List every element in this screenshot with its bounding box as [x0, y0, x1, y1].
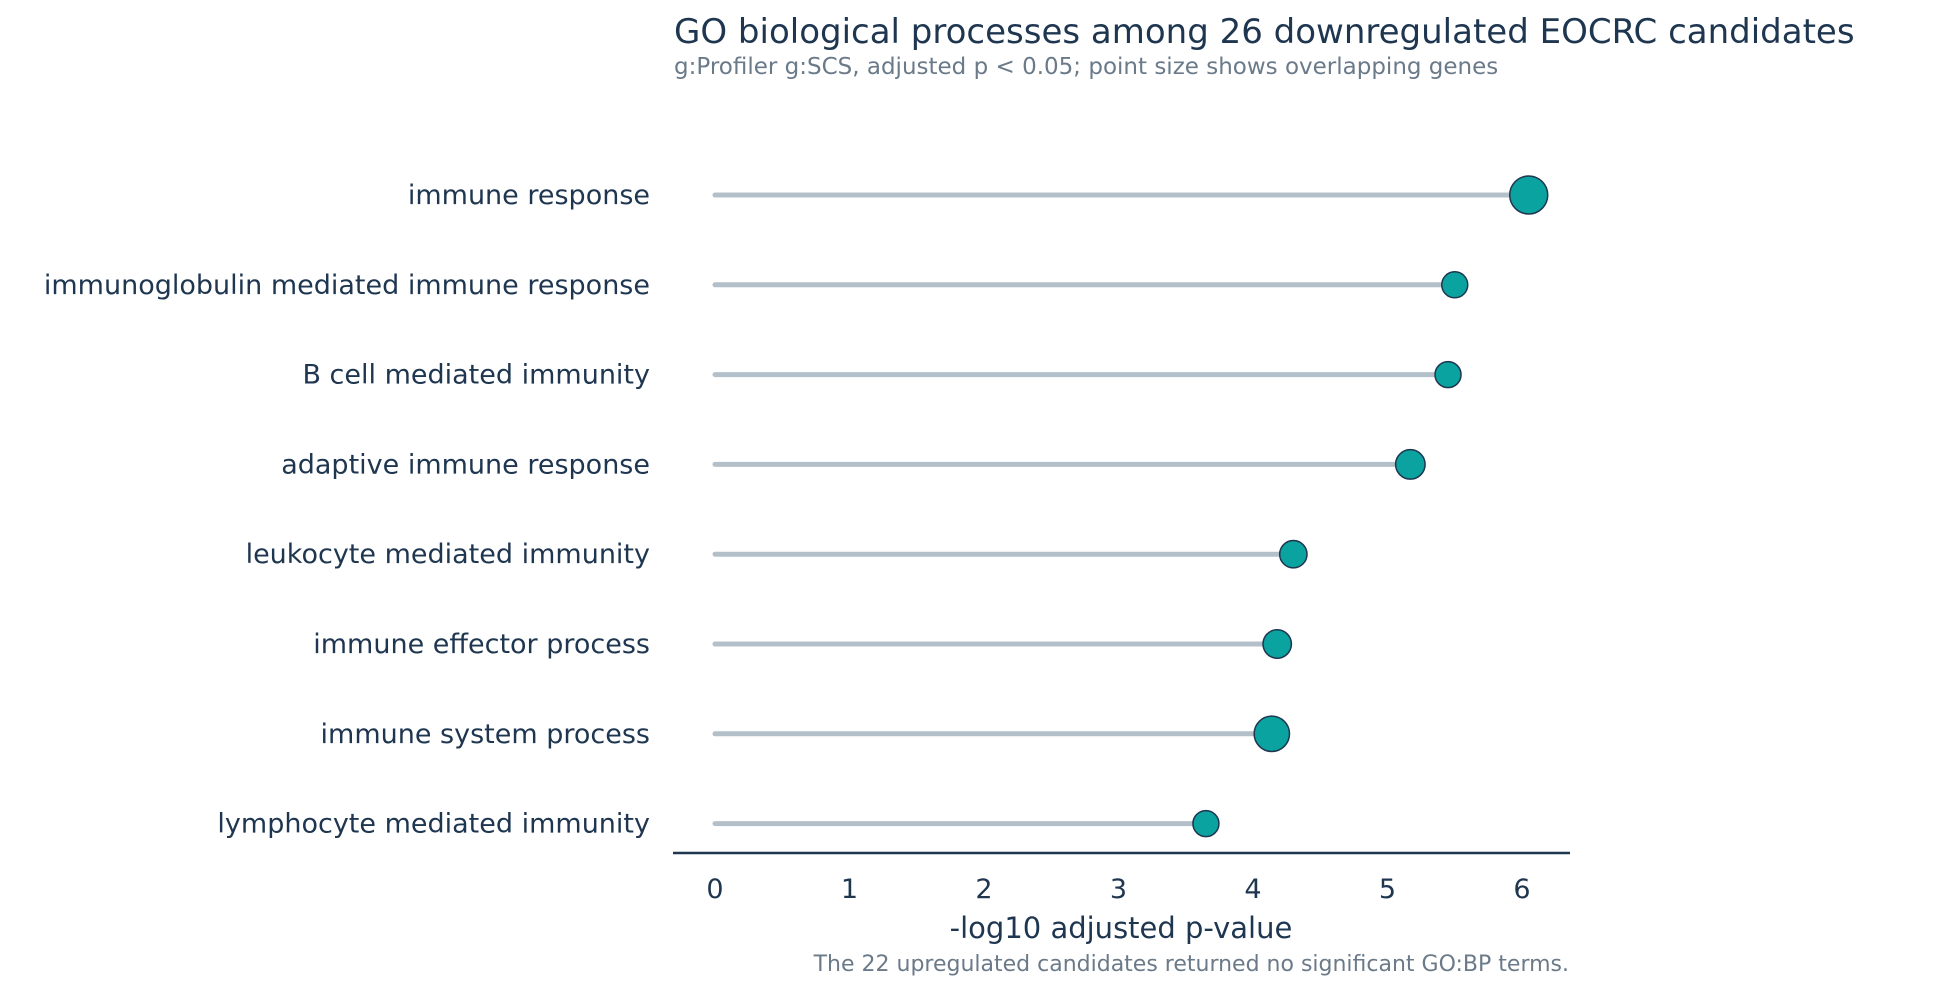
- chart-footnote: The 22 upregulated candidates returned n…: [813, 952, 1569, 977]
- chart-marks: immune response immunoglobulin mediated i…: [44, 175, 1549, 840]
- lollipop-point: [1253, 715, 1291, 753]
- category-label: immunoglobulin mediated immune response: [44, 270, 650, 301]
- category-label: B cell mediated immunity: [302, 360, 650, 391]
- lollipop-point: [1278, 539, 1308, 569]
- x-tick-label: 6: [1513, 874, 1530, 905]
- x-tick-label: 4: [1244, 874, 1261, 905]
- category-label: leukocyte mediated immunity: [246, 539, 650, 570]
- x-tick-label: 2: [975, 874, 992, 905]
- x-tick-label: 0: [706, 874, 723, 905]
- x-axis-label: -log10 adjusted p-value: [950, 911, 1293, 945]
- lollipop-point: [1434, 360, 1462, 389]
- lollipop-point: [1192, 809, 1220, 838]
- x-tick-label: 1: [841, 874, 858, 905]
- chart-title: GO biological processes among 26 downreg…: [674, 12, 1855, 52]
- category-label: lymphocyte mediated immunity: [217, 809, 650, 840]
- category-label: immune response: [408, 180, 650, 211]
- lollipop-point: [1394, 448, 1426, 480]
- x-axis-ticks: 0 1 2 3 4 5 6: [706, 874, 1530, 905]
- chart-subtitle: g:Profiler g:SCS, adjusted p < 0.05; poi…: [674, 54, 1498, 80]
- lollipop-point: [1441, 271, 1469, 299]
- category-label: immune system process: [321, 719, 650, 750]
- lollipop-point: [1262, 629, 1293, 659]
- lollipop-point: [1508, 175, 1549, 215]
- category-label: adaptive immune response: [281, 449, 650, 480]
- x-tick-label: 5: [1379, 874, 1396, 905]
- x-tick-label: 3: [1110, 874, 1127, 905]
- category-label: immune effector process: [313, 629, 650, 660]
